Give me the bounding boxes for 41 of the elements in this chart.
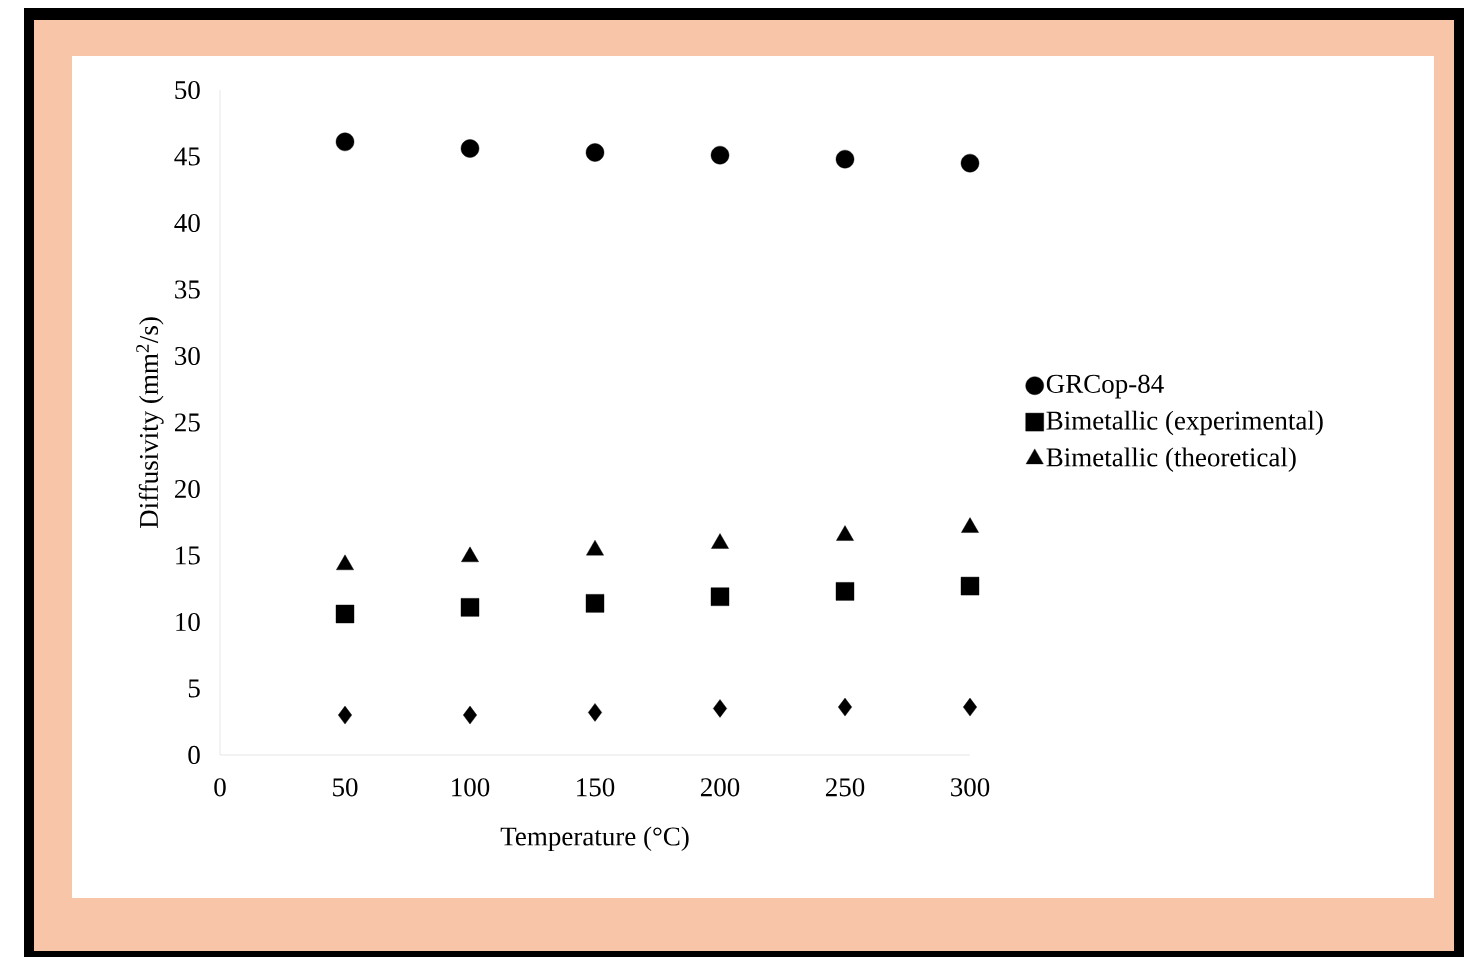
y-tick-label: 30 <box>175 346 200 366</box>
point <box>335 604 355 624</box>
legend-label: Bimetallic (theoretical) <box>1046 447 1296 472</box>
x-tick-label: 200 <box>700 778 740 797</box>
x-tick-label: 50 <box>333 778 358 797</box>
x-axis-title: Temperature (°C) <box>500 826 689 852</box>
point <box>713 699 727 718</box>
x-tick-label: 100 <box>452 778 490 797</box>
legend-label: GRCop-84 <box>1046 374 1164 399</box>
x-tick-label: 300 <box>951 778 990 797</box>
y-tick-label: 25 <box>175 413 200 432</box>
y-tick-label: 5 <box>188 679 200 698</box>
y-tick-label: 40 <box>174 213 200 233</box>
y-tick-label: 35 <box>175 280 200 299</box>
y-tick-label: 15 <box>176 546 200 565</box>
y-tick-label: 50 <box>175 80 200 100</box>
y-tick-label: 20 <box>175 479 200 499</box>
x-tick-label: 250 <box>825 778 865 797</box>
point <box>960 576 980 596</box>
point <box>710 145 730 165</box>
y-tick-label: 10 <box>176 612 200 632</box>
point <box>960 153 980 173</box>
y-axis-title: Diffusivity (mm$^{2}$/s) <box>136 317 164 529</box>
legend-label: Bimetallic (experimental) <box>1046 410 1323 436</box>
point <box>710 587 730 606</box>
point <box>335 132 355 152</box>
y-tick-label: 0 <box>188 745 200 765</box>
point <box>460 139 480 158</box>
point <box>460 598 480 617</box>
point <box>963 697 977 717</box>
point <box>838 697 852 717</box>
point <box>463 705 477 725</box>
point <box>835 582 855 601</box>
point <box>835 149 855 169</box>
point <box>588 703 602 722</box>
point <box>338 705 352 725</box>
y-tick-label: 45 <box>174 147 200 166</box>
point <box>585 594 605 613</box>
x-tick-label: 150 <box>577 778 615 797</box>
point <box>585 143 605 162</box>
x-tick-label: 0 <box>214 778 226 797</box>
